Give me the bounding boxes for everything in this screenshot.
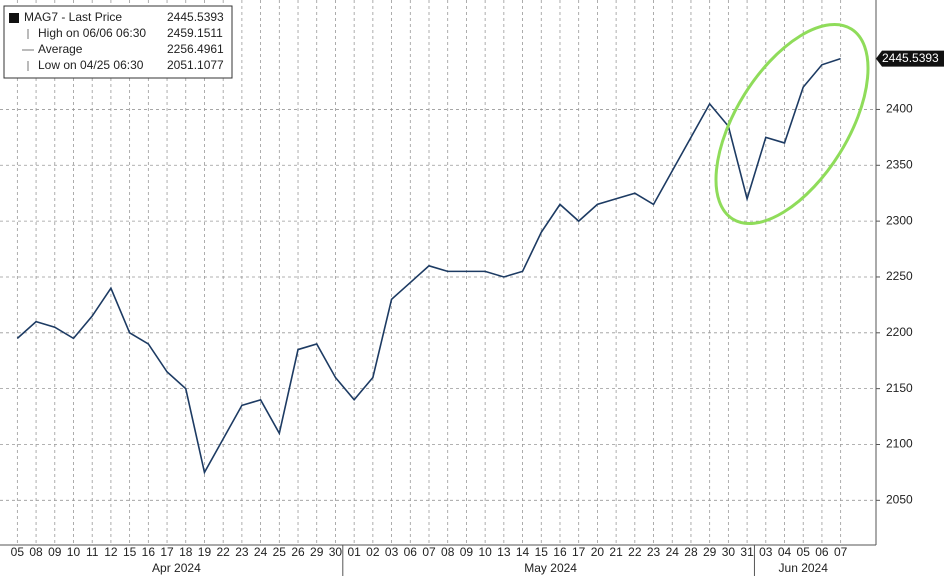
x-tick-label: 06 <box>815 545 829 559</box>
x-tick-label: 17 <box>160 545 174 559</box>
x-tick-label: 29 <box>310 545 324 559</box>
y-tick-label: 2100 <box>886 437 913 451</box>
x-tick-label: 17 <box>572 545 586 559</box>
y-tick-label: 2150 <box>886 381 913 395</box>
x-tick-label: 07 <box>834 545 848 559</box>
x-tick-label: 14 <box>516 545 530 559</box>
legend-label: High on 06/06 06:30 <box>38 26 146 40</box>
x-tick-label: 16 <box>553 545 567 559</box>
x-tick-label: 30 <box>329 545 343 559</box>
last-price-tag <box>876 50 944 67</box>
x-tick-label: 15 <box>123 545 137 559</box>
legend-value: 2445.5393 <box>167 10 224 24</box>
x-tick-label: 22 <box>216 545 230 559</box>
legend-value: 2256.4961 <box>167 42 224 56</box>
legend-box <box>3 5 233 79</box>
legend-value: 2459.1511 <box>167 26 223 40</box>
x-tick-label: 08 <box>29 545 43 559</box>
month-label: May 2024 <box>524 561 577 575</box>
legend-label: Average <box>38 42 83 56</box>
x-tick-label: 24 <box>666 545 680 559</box>
y-tick-label: 2200 <box>886 325 913 339</box>
x-tick-label: 29 <box>703 545 717 559</box>
x-tick-label: 28 <box>684 545 698 559</box>
x-tick-label: 22 <box>628 545 642 559</box>
x-tick-label: 23 <box>235 545 249 559</box>
x-tick-label: 12 <box>104 545 118 559</box>
x-tick-label: 01 <box>347 545 361 559</box>
x-tick-label: 26 <box>291 545 305 559</box>
x-tick-label: 15 <box>535 545 549 559</box>
y-tick-label: 2350 <box>886 157 913 171</box>
x-tick-label: 19 <box>198 545 212 559</box>
x-tick-label: 25 <box>273 545 287 559</box>
x-tick-label: 02 <box>366 545 380 559</box>
x-tick-label: 18 <box>179 545 193 559</box>
legend-label: Low on 04/25 06:30 <box>38 58 144 72</box>
x-tick-label: 05 <box>11 545 25 559</box>
month-label: Jun 2024 <box>779 561 829 575</box>
x-tick-label: 10 <box>478 545 492 559</box>
x-tick-label: 10 <box>67 545 81 559</box>
x-tick-label: 03 <box>385 545 399 559</box>
x-tick-label: 20 <box>591 545 605 559</box>
x-tick-label: 09 <box>48 545 62 559</box>
y-tick-label: 2250 <box>886 269 913 283</box>
x-tick-label: 31 <box>740 545 754 559</box>
month-label: Apr 2024 <box>152 561 201 575</box>
x-tick-label: 06 <box>404 545 418 559</box>
x-tick-label: 13 <box>497 545 511 559</box>
price-line <box>16 57 841 475</box>
y-tick-label: 2300 <box>886 213 913 227</box>
x-tick-label: 05 <box>797 545 811 559</box>
x-tick-label: 04 <box>778 545 792 559</box>
legend-label: MAG7 - Last Price <box>24 10 122 24</box>
x-tick-label: 07 <box>422 545 436 559</box>
x-tick-label: 11 <box>86 545 99 559</box>
legend-swatch <box>9 13 19 23</box>
highlight-ellipse <box>714 22 870 226</box>
x-tick-label: 21 <box>609 545 623 559</box>
x-tick-label: 03 <box>759 545 773 559</box>
x-tick-label: 09 <box>460 545 474 559</box>
x-tick-label: 16 <box>142 545 156 559</box>
legend-value: 2051.1077 <box>167 58 224 72</box>
last-price-label: 2445.5393 <box>882 51 939 65</box>
x-tick-label: 08 <box>441 545 455 559</box>
x-tick-label: 30 <box>722 545 736 559</box>
x-tick-label: 23 <box>647 545 661 559</box>
y-tick-label: 2400 <box>886 102 913 116</box>
x-tick-label: 24 <box>254 545 268 559</box>
y-tick-label: 2050 <box>886 492 913 506</box>
